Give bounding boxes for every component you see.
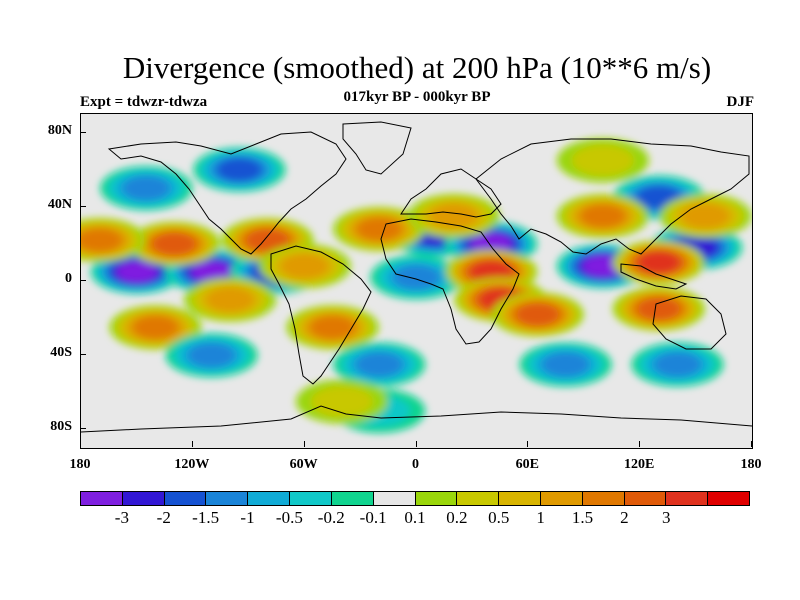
contour-region <box>81 228 122 252</box>
colorbar-label: -0.2 <box>317 508 345 527</box>
contour-region <box>637 297 680 320</box>
colorbar-label: 2 <box>620 508 629 527</box>
lon-tick-mark <box>527 441 529 447</box>
contour-region <box>430 203 478 229</box>
lon-tick-label: 180 <box>740 457 762 472</box>
colorbar-swatch <box>248 492 291 505</box>
colorbar-swatch <box>206 492 249 505</box>
divergence-field <box>81 138 752 433</box>
lat-tick-label: 80N <box>47 122 72 138</box>
lon-tick-label: 60E <box>515 457 539 472</box>
contour-region <box>246 229 289 252</box>
contour-region <box>580 204 625 228</box>
contour-region <box>681 203 729 229</box>
colorbar-label: -0.5 <box>275 508 303 527</box>
contour-region <box>153 232 196 256</box>
map-panel <box>80 113 753 449</box>
colorbar-label: 0.5 <box>488 508 510 527</box>
colorbar-swatch <box>164 492 207 505</box>
lat-tick-label: 80S <box>50 419 72 435</box>
colorbar-swatch <box>582 492 625 505</box>
lat-tick-mark <box>80 205 86 207</box>
contour-region <box>470 233 512 255</box>
divergence-map <box>81 121 752 433</box>
contour-region <box>638 251 680 274</box>
colorbar-label: 0.2 <box>446 508 468 527</box>
contour-region <box>516 303 559 326</box>
colorbar <box>80 491 750 506</box>
lon-tick-label: 120W <box>174 457 210 472</box>
contour-region <box>281 253 329 279</box>
lon-tick-label: 60W <box>289 457 318 472</box>
coastline-maritime-continent <box>620 263 688 290</box>
lat-tick-mark <box>80 280 86 281</box>
lon-tick-mark <box>415 441 417 447</box>
colorbar-label: 1 <box>536 508 545 527</box>
contour-region <box>217 158 262 182</box>
colorbar-swatch <box>499 492 541 505</box>
coastline-antarctica <box>81 405 752 433</box>
contour-region <box>133 315 178 339</box>
contour-region <box>653 352 701 377</box>
colorbar-swatch <box>415 492 458 505</box>
season-label: DJF <box>726 94 755 110</box>
lat-tick-label: 0 <box>65 271 72 286</box>
colorbar-swatch <box>708 492 749 505</box>
contour-region <box>122 175 170 201</box>
coastline-north-america <box>107 131 347 255</box>
contour-region <box>310 386 373 418</box>
colorbar-label: 0.1 <box>404 508 426 527</box>
coastline-south-america <box>270 245 372 385</box>
coastline-europe <box>400 168 502 218</box>
contour-region <box>206 287 254 312</box>
contour-region <box>187 342 235 368</box>
colorbar-label: 3 <box>662 508 671 527</box>
coastline-asia <box>475 138 750 255</box>
lon-tick-mark <box>303 441 305 447</box>
colorbar-swatch <box>290 492 332 505</box>
lat-tick-label: 40S <box>50 345 72 361</box>
lon-tick-mark <box>639 441 641 447</box>
colorbar-label: -1 <box>240 508 255 527</box>
lon-tick-mark <box>751 441 752 447</box>
lon-tick-mark <box>191 441 193 447</box>
lon-tick-label: 180 <box>69 457 91 472</box>
coastline-australia <box>652 295 727 350</box>
subtitle: 017kyr BP - 000kyr BP <box>343 89 491 105</box>
colorbar-swatch <box>666 492 709 505</box>
colorbar-swatch <box>122 492 165 505</box>
lat-tick-label: 40N <box>47 196 72 212</box>
contour-region <box>393 265 440 290</box>
colorbar-swatch <box>81 492 123 505</box>
contour-region <box>310 315 355 339</box>
page-title: Divergence (smoothed) at 200 hPa (10**6 … <box>122 50 712 85</box>
coastlines <box>81 121 752 433</box>
lat-tick-mark <box>80 131 86 133</box>
colorbar-swatch <box>540 492 583 505</box>
contour-region <box>116 260 158 283</box>
lat-tick-mark <box>80 354 86 356</box>
colorbar-swatch <box>331 492 374 505</box>
lon-tick-mark <box>80 441 81 447</box>
lat-tick-mark <box>80 428 86 430</box>
coastline-greenland <box>342 121 412 175</box>
contour-region <box>355 352 403 377</box>
contour-region <box>470 260 512 283</box>
colorbar-label: -2 <box>156 508 171 527</box>
contour-region <box>191 260 232 283</box>
colorbar-label: -1.5 <box>192 508 220 527</box>
colorbar-swatch <box>373 492 416 505</box>
contour-region <box>542 352 590 377</box>
experiment-label: Expt = tdwzr-tdwza <box>80 94 208 110</box>
colorbar-swatch <box>624 492 667 505</box>
coastline-africa <box>380 218 520 345</box>
contour-region <box>357 217 402 241</box>
colorbar-swatch <box>457 492 500 505</box>
lon-tick-label: 0 <box>412 457 419 472</box>
contour-region <box>571 144 634 176</box>
colorbar-label: 1.5 <box>571 508 594 527</box>
colorbar-label: -3 <box>114 508 129 527</box>
colorbar-label: -0.1 <box>359 508 387 527</box>
lon-tick-label: 120E <box>623 457 655 472</box>
